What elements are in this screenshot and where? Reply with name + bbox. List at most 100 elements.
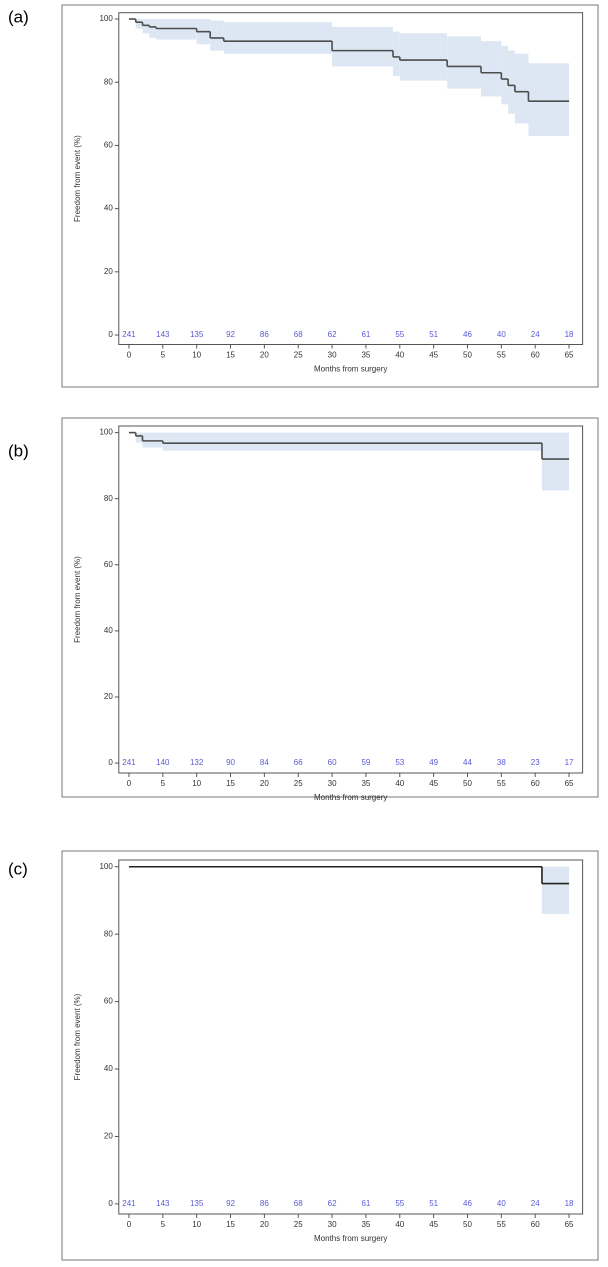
at-risk-count: 68 — [294, 330, 303, 339]
panel-label: (c) — [8, 859, 28, 878]
at-risk-count: 86 — [260, 1199, 269, 1208]
at-risk-count: 40 — [497, 1199, 506, 1208]
y-tick-label: 20 — [104, 1132, 113, 1141]
panel-label: (b) — [8, 441, 29, 460]
at-risk-count: 241 — [122, 758, 136, 767]
x-tick-label: 20 — [260, 351, 269, 360]
x-tick-label: 50 — [463, 1220, 472, 1229]
at-risk-count: 241 — [122, 330, 136, 339]
x-tick-label: 30 — [328, 779, 337, 788]
ci-band — [135, 432, 143, 443]
x-tick-label: 45 — [429, 351, 438, 360]
x-tick-label: 15 — [226, 779, 235, 788]
x-tick-label: 55 — [497, 779, 506, 788]
x-tick-label: 0 — [127, 351, 132, 360]
x-tick-label: 50 — [463, 351, 472, 360]
panel-frame — [61, 4, 599, 388]
x-tick-label: 5 — [161, 1220, 166, 1229]
x-tick-label: 65 — [565, 1220, 574, 1229]
x-tick-label: 30 — [328, 351, 337, 360]
ci-band — [541, 432, 570, 491]
at-risk-count: 92 — [226, 330, 235, 339]
x-tick-label: 10 — [192, 779, 201, 788]
x-axis-title: Months from surgery — [314, 793, 387, 802]
x-axis-title: Months from surgery — [314, 1234, 387, 1243]
ci-band — [332, 26, 394, 67]
x-tick-label: 65 — [565, 351, 574, 360]
at-risk-count: 61 — [361, 1199, 370, 1208]
y-tick-label: 60 — [104, 560, 113, 569]
at-risk-count: 140 — [156, 758, 170, 767]
at-risk-count: 62 — [328, 1199, 337, 1208]
y-tick-label: 40 — [104, 626, 113, 635]
at-risk-count: 241 — [122, 1199, 136, 1208]
y-tick-label: 100 — [99, 14, 113, 23]
x-axis-title: Months from surgery — [314, 365, 387, 374]
x-tick-label: 45 — [429, 779, 438, 788]
y-tick-label: 80 — [104, 494, 113, 503]
plot-frame — [118, 859, 584, 1215]
y-tick-label: 0 — [108, 1199, 113, 1208]
ci-band — [541, 866, 570, 914]
ci-band — [447, 36, 482, 89]
y-tick-label: 100 — [99, 862, 113, 871]
at-risk-count: 86 — [260, 330, 269, 339]
y-tick-label: 60 — [104, 997, 113, 1006]
at-risk-count: 23 — [531, 758, 540, 767]
ci-band — [399, 33, 448, 81]
at-risk-count: 68 — [294, 1199, 303, 1208]
x-tick-label: 30 — [328, 1220, 337, 1229]
at-risk-count: 55 — [395, 330, 404, 339]
y-tick-label: 60 — [104, 141, 113, 150]
x-tick-label: 25 — [294, 1220, 303, 1229]
x-tick-label: 60 — [531, 779, 540, 788]
x-tick-label: 25 — [294, 351, 303, 360]
y-tick-label: 40 — [104, 1064, 113, 1073]
x-tick-label: 25 — [294, 779, 303, 788]
at-risk-count: 92 — [226, 1199, 235, 1208]
x-tick-label: 35 — [361, 1220, 370, 1229]
ci-band — [508, 50, 515, 114]
at-risk-count: 143 — [156, 1199, 170, 1208]
at-risk-count: 40 — [497, 330, 506, 339]
y-tick-label: 80 — [104, 77, 113, 86]
ci-band — [481, 41, 502, 97]
y-tick-label: 0 — [108, 330, 113, 339]
x-tick-label: 45 — [429, 1220, 438, 1229]
ci-band — [393, 31, 400, 76]
at-risk-count: 38 — [497, 758, 506, 767]
at-risk-count: 143 — [156, 330, 170, 339]
ci-band — [501, 45, 509, 105]
x-tick-label: 40 — [395, 351, 404, 360]
at-risk-count: 24 — [531, 1199, 540, 1208]
at-risk-count: 46 — [463, 330, 472, 339]
x-tick-label: 40 — [395, 779, 404, 788]
ci-band — [223, 22, 333, 54]
at-risk-count: 18 — [565, 1199, 574, 1208]
panel-label: (a) — [8, 7, 29, 26]
at-risk-count: 49 — [429, 758, 438, 767]
x-tick-label: 20 — [260, 779, 269, 788]
x-tick-label: 15 — [226, 351, 235, 360]
at-risk-count: 135 — [190, 330, 204, 339]
y-axis-title: Freedom from event (%) — [73, 135, 82, 222]
ci-band — [135, 19, 143, 29]
at-risk-count: 24 — [531, 330, 540, 339]
x-tick-label: 10 — [192, 1220, 201, 1229]
at-risk-count: 51 — [429, 330, 438, 339]
x-tick-label: 55 — [497, 351, 506, 360]
x-tick-label: 40 — [395, 1220, 404, 1229]
at-risk-count: 46 — [463, 1199, 472, 1208]
x-tick-label: 5 — [161, 351, 166, 360]
at-risk-count: 44 — [463, 758, 472, 767]
x-tick-label: 60 — [531, 1220, 540, 1229]
plot-frame — [118, 425, 584, 774]
x-tick-label: 65 — [565, 779, 574, 788]
x-tick-label: 15 — [226, 1220, 235, 1229]
x-tick-label: 0 — [127, 1220, 132, 1229]
panel-frame — [61, 417, 599, 798]
x-tick-label: 20 — [260, 1220, 269, 1229]
panel-frame — [61, 850, 599, 1261]
at-risk-count: 62 — [328, 330, 337, 339]
